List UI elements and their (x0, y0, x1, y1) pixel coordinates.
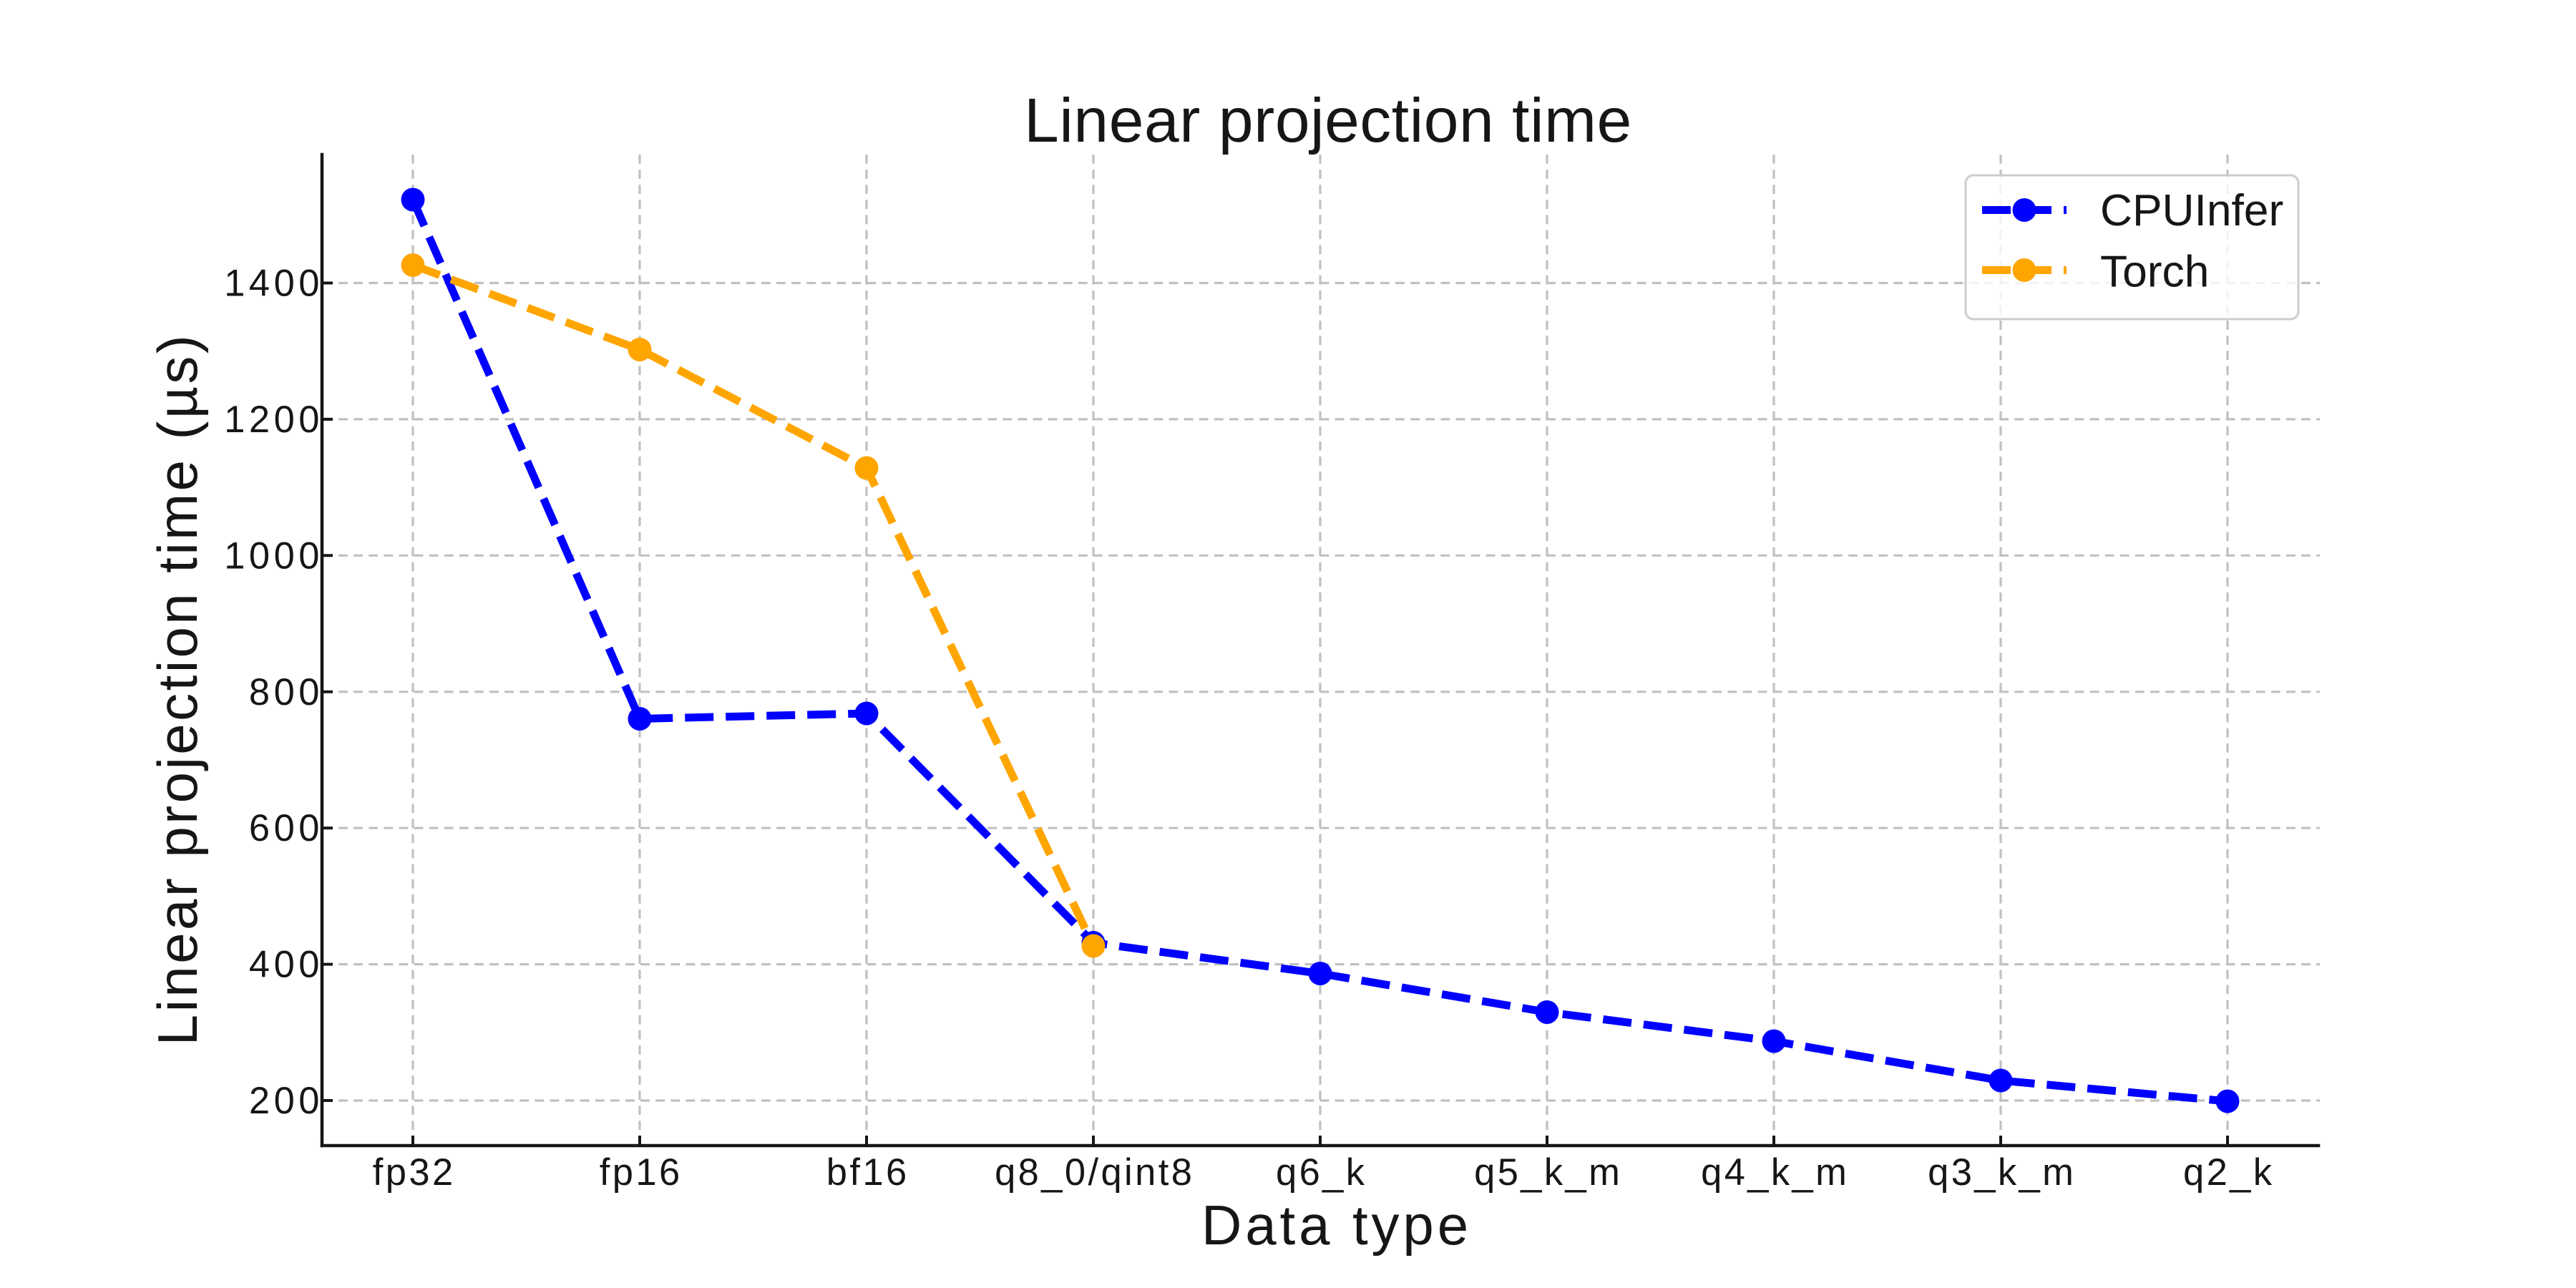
svg-text:1000: 1000 (224, 535, 323, 577)
svg-text:fp32: fp32 (373, 1151, 456, 1194)
svg-text:200: 200 (249, 1080, 323, 1122)
svg-text:q3_k_m: q3_k_m (1928, 1151, 2076, 1194)
svg-text:fp16: fp16 (600, 1151, 683, 1194)
svg-text:q6_k: q6_k (1276, 1151, 1367, 1194)
svg-text:Linear projection time: Linear projection time (1024, 85, 1632, 155)
svg-text:Linear projection time (µs): Linear projection time (µs) (146, 333, 209, 1045)
svg-text:q8_0/qint8: q8_0/qint8 (995, 1151, 1194, 1194)
svg-text:Data type: Data type (1201, 1194, 1472, 1257)
svg-text:800: 800 (249, 671, 323, 713)
svg-text:Torch: Torch (2100, 248, 2209, 297)
svg-text:1200: 1200 (224, 399, 323, 441)
svg-text:CPUInfer: CPUInfer (2100, 186, 2283, 235)
svg-text:q4_k_m: q4_k_m (1701, 1151, 1849, 1194)
svg-text:400: 400 (249, 944, 323, 986)
svg-text:600: 600 (249, 807, 323, 849)
svg-text:q2_k: q2_k (2183, 1151, 2274, 1194)
svg-text:1400: 1400 (224, 263, 323, 305)
svg-text:bf16: bf16 (826, 1151, 909, 1194)
svg-text:q5_k_m: q5_k_m (1474, 1151, 1622, 1194)
